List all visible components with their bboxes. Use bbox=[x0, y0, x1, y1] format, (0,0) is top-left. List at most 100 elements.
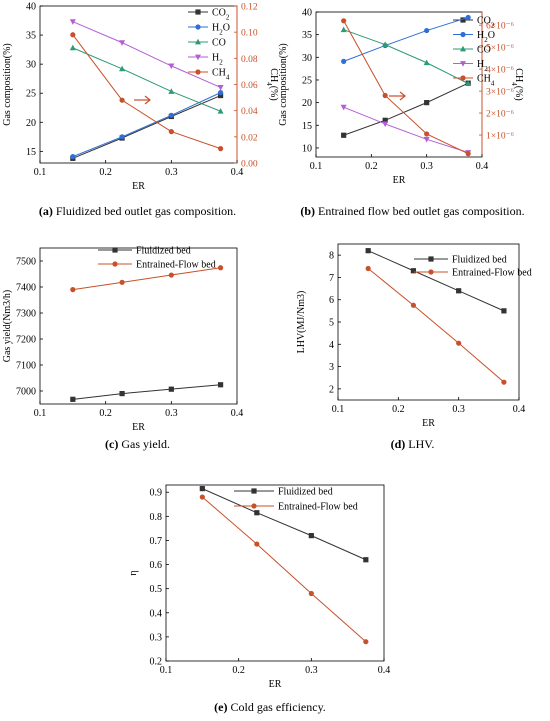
plot-frame bbox=[315, 11, 483, 158]
legend-label: H2O bbox=[477, 30, 495, 44]
series-ch4 bbox=[341, 18, 471, 157]
data-point bbox=[199, 486, 205, 492]
caption-c: (c) Gas yield. bbox=[105, 437, 170, 451]
y2-tick-label: 2×10⁻⁶ bbox=[486, 110, 514, 120]
series-line bbox=[202, 488, 367, 561]
series-entrained-flow-bed bbox=[365, 265, 507, 385]
series-ch4 bbox=[70, 32, 224, 152]
data-point bbox=[217, 108, 224, 114]
y-tick-label: 7000 bbox=[16, 387, 36, 398]
y-tick-label: 0.4 bbox=[150, 608, 163, 619]
legend-marker bbox=[428, 269, 434, 275]
data-point bbox=[217, 265, 224, 271]
legend-label: CO bbox=[477, 45, 491, 56]
data-point bbox=[424, 27, 430, 34]
data-point bbox=[423, 59, 430, 66]
x-tick-label: 0.3 bbox=[452, 404, 465, 415]
x-tick-label: 0.4 bbox=[476, 161, 489, 172]
data-point bbox=[465, 80, 472, 86]
data-point bbox=[308, 590, 314, 597]
y-tick-label: 7200 bbox=[16, 335, 36, 346]
series-entrained-flow-bed bbox=[70, 265, 224, 293]
legend-marker bbox=[460, 75, 466, 81]
series-h2 bbox=[69, 19, 224, 91]
data-point bbox=[119, 134, 125, 140]
y-tick-label: 0.5 bbox=[150, 584, 163, 595]
y2-tick-label: 3×10⁻⁶ bbox=[486, 88, 514, 98]
data-point bbox=[119, 391, 125, 397]
data-point bbox=[382, 92, 388, 99]
legend-marker bbox=[460, 45, 466, 52]
series-line bbox=[72, 384, 221, 400]
series-entrained-flow-bed bbox=[199, 494, 369, 645]
caption-a: (a) Fluidized bed outlet gas composition… bbox=[38, 204, 237, 218]
y-tick-label: 15 bbox=[302, 121, 312, 132]
legend-label: CO2 bbox=[212, 8, 230, 22]
data-point bbox=[410, 268, 417, 274]
y-tick-label: 5 bbox=[329, 318, 334, 329]
y-tick-label: 40 bbox=[26, 2, 36, 13]
data-point bbox=[217, 92, 224, 99]
data-point bbox=[70, 396, 76, 402]
x-tick-label: 0.4 bbox=[231, 167, 244, 178]
caption-e: (e) Cold gas efficiency. bbox=[214, 700, 326, 714]
data-point bbox=[199, 494, 205, 500]
data-point bbox=[168, 63, 175, 70]
y-tick-label: 4 bbox=[329, 340, 334, 351]
y-tick-label: 0.7 bbox=[150, 536, 163, 547]
y-tick-label: 30 bbox=[302, 53, 312, 64]
y2-tick-label: 0.02 bbox=[241, 133, 258, 143]
x-tick-label: 0.3 bbox=[420, 161, 433, 172]
data-point bbox=[410, 302, 417, 308]
data-point bbox=[217, 382, 224, 388]
x-tick-label: 0.2 bbox=[232, 665, 245, 676]
legend-label: H2 bbox=[212, 53, 223, 67]
series-line bbox=[72, 21, 221, 88]
legend-marker bbox=[112, 261, 118, 267]
legend-label: CH4 bbox=[212, 68, 230, 82]
data-point bbox=[382, 121, 389, 128]
data-point bbox=[168, 129, 174, 135]
series-line bbox=[72, 92, 221, 158]
legend-marker bbox=[251, 503, 257, 509]
x-tick-label: 0.4 bbox=[513, 404, 526, 415]
series-line bbox=[343, 20, 469, 155]
y2-tick-label: 1×10⁻⁶ bbox=[486, 132, 514, 142]
y2-axis-label: CH4(%) bbox=[510, 68, 524, 100]
data-point bbox=[168, 112, 174, 118]
data-point bbox=[423, 136, 430, 143]
x-tick-label: 0.2 bbox=[99, 167, 112, 178]
data-point bbox=[382, 41, 389, 48]
data-point bbox=[382, 117, 388, 123]
data-point bbox=[119, 97, 125, 103]
data-point bbox=[119, 65, 126, 72]
legend-marker bbox=[460, 31, 466, 38]
y-axis-label: η bbox=[128, 570, 139, 575]
data-point bbox=[70, 287, 76, 293]
y2-tick-label: 0.10 bbox=[241, 29, 258, 39]
legend-label: Entrained-Flow bed bbox=[452, 268, 532, 279]
data-point bbox=[308, 533, 314, 539]
chart-entrained-gas-composition: 0.1 0.2 0.3 0.4 10 15 20 25 30 35 40 1×10⁻⁶ 2×10⁻⁶ 3×… bbox=[278, 8, 524, 187]
x-tick-label: 0.1 bbox=[34, 408, 47, 419]
data-point bbox=[340, 104, 347, 111]
data-point bbox=[456, 340, 462, 346]
data-point bbox=[501, 379, 507, 385]
data-point bbox=[119, 40, 126, 46]
x-tick-label: 0.4 bbox=[231, 408, 244, 419]
y-tick-label: 0.8 bbox=[150, 512, 163, 523]
legend-label: Entrained-Flow bed bbox=[136, 260, 216, 271]
data-point bbox=[341, 58, 347, 64]
y-tick-label: 6 bbox=[329, 295, 334, 306]
y-tick-label: 0.3 bbox=[150, 632, 163, 643]
series-line bbox=[343, 29, 469, 85]
legend-marker bbox=[460, 17, 466, 23]
series-line bbox=[343, 82, 469, 136]
plot-frame bbox=[39, 247, 238, 405]
y2-axis-label: CH4(%) bbox=[265, 68, 279, 100]
y2-tick-label: 0.04 bbox=[241, 107, 258, 117]
series-line bbox=[72, 34, 221, 150]
legend-marker bbox=[195, 54, 201, 61]
data-point bbox=[456, 288, 462, 294]
legend-label: Entrained-Flow bed bbox=[278, 502, 358, 513]
